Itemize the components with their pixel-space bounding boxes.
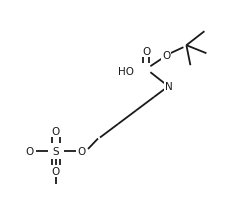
Text: O: O xyxy=(52,126,60,136)
Text: N: N xyxy=(164,82,172,92)
Text: S: S xyxy=(53,146,59,156)
Text: O: O xyxy=(26,146,34,156)
Text: O: O xyxy=(162,51,170,61)
Text: O: O xyxy=(142,47,151,57)
Text: O: O xyxy=(52,166,60,176)
Text: HO: HO xyxy=(119,67,134,77)
Text: O: O xyxy=(78,146,86,156)
